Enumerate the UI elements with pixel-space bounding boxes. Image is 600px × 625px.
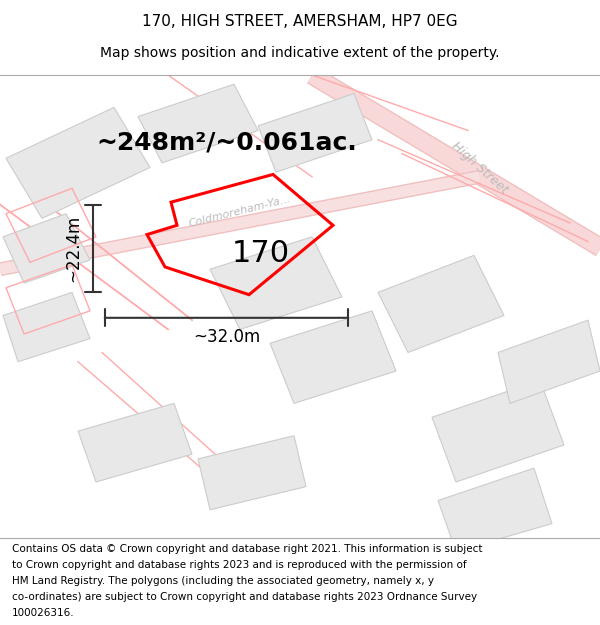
- Text: HM Land Registry. The polygons (including the associated geometry, namely x, y: HM Land Registry. The polygons (includin…: [12, 576, 434, 586]
- Polygon shape: [138, 84, 258, 163]
- Polygon shape: [378, 256, 504, 352]
- Polygon shape: [258, 94, 372, 172]
- Polygon shape: [198, 436, 306, 510]
- Text: High Street: High Street: [449, 139, 511, 196]
- Text: Contains OS data © Crown copyright and database right 2021. This information is : Contains OS data © Crown copyright and d…: [12, 544, 482, 554]
- Text: 170: 170: [232, 239, 290, 268]
- Polygon shape: [6, 107, 150, 218]
- Text: 170, HIGH STREET, AMERSHAM, HP7 0EG: 170, HIGH STREET, AMERSHAM, HP7 0EG: [142, 14, 458, 29]
- Polygon shape: [3, 214, 90, 283]
- Polygon shape: [3, 292, 90, 362]
- Polygon shape: [438, 468, 552, 551]
- Text: Map shows position and indicative extent of the property.: Map shows position and indicative extent…: [100, 46, 500, 59]
- Polygon shape: [498, 320, 600, 403]
- Text: ~22.4m: ~22.4m: [64, 215, 82, 282]
- Text: co-ordinates) are subject to Crown copyright and database rights 2023 Ordnance S: co-ordinates) are subject to Crown copyr…: [12, 592, 477, 602]
- Polygon shape: [432, 380, 564, 482]
- Text: to Crown copyright and database rights 2023 and is reproduced with the permissio: to Crown copyright and database rights 2…: [12, 560, 467, 570]
- Polygon shape: [270, 311, 396, 403]
- Text: ~248m²/~0.061ac.: ~248m²/~0.061ac.: [96, 130, 357, 154]
- Text: Coldmoreham-Ya...: Coldmoreham-Ya...: [188, 194, 292, 229]
- Text: 100026316.: 100026316.: [12, 608, 74, 618]
- Polygon shape: [210, 237, 342, 329]
- Text: ~32.0m: ~32.0m: [193, 328, 260, 346]
- Polygon shape: [78, 403, 192, 482]
